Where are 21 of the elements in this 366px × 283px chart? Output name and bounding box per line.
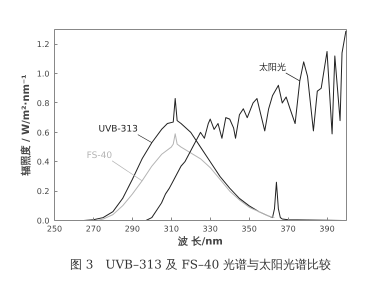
series-label: 太阳光 [258,62,286,73]
y-tick-label: 0.8 [36,98,50,108]
x-axis-title: 波 长/nm [177,236,223,248]
y-tick-label: 1.2 [36,40,50,50]
y-tick-label: 0.2 [36,187,50,196]
y-tick-label: 0.6 [36,128,50,138]
text: FS-40 [86,150,112,161]
y-tick-label: 0.4 [36,158,50,167]
x-tick-label: 250 [46,224,62,234]
x-tick-label: 290 [124,224,140,234]
x-tick-label: 370 [280,224,296,234]
x-tick-label: 350 [242,224,257,234]
x-tick-label: 310 [164,224,179,234]
series-label: UVB-313 [98,124,138,135]
y-tick-label: 0.0 [36,216,50,226]
y-axis-title: 辐照度 / W/m²·nm⁻¹ [20,74,32,177]
y-tick-label: 1.0 [36,70,50,79]
x-tick-label: 390 [319,224,335,234]
x-tick-label: 270 [86,224,102,234]
text: 图 3 UVB–313 及 FS–40 光谱与太阳光谱比较 [70,258,332,272]
x-tick-label: 330 [202,224,218,234]
